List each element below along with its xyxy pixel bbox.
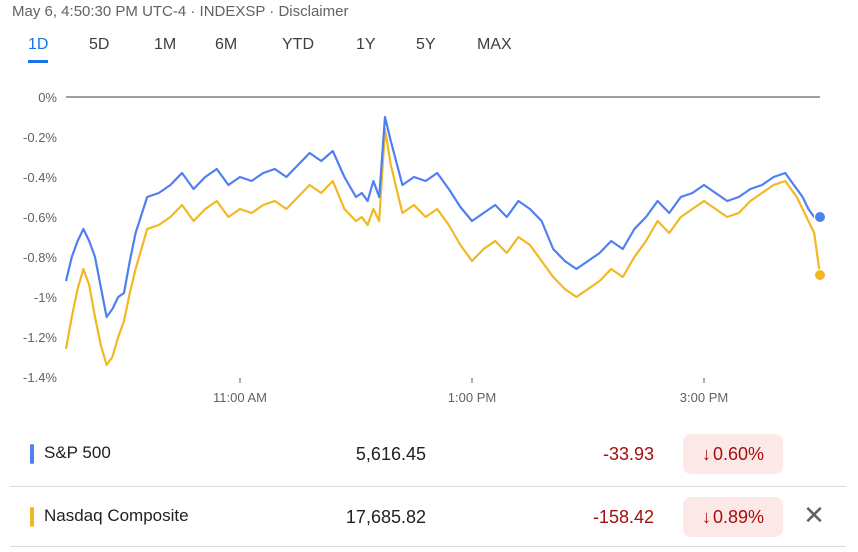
tab-5d[interactable]: 5D	[89, 36, 110, 53]
nasdaq-name: Nasdaq Composite	[44, 506, 189, 525]
y-tick-label: -0.2%	[23, 130, 57, 145]
nasdaq-line	[64, 127, 822, 367]
arrow-down-icon: ↓	[701, 506, 711, 527]
tab-1m[interactable]: 1M	[154, 36, 177, 53]
y-tick-label: 0%	[38, 90, 57, 105]
y-tick-label: -1%	[34, 290, 58, 305]
arrow-down-icon: ↓	[701, 443, 711, 464]
close-icon[interactable]: ✕	[803, 499, 825, 530]
legend-row-nasdaq[interactable]: Nasdaq Composite 17,685.82 -158.42 ↓ 0.8…	[10, 486, 846, 545]
sp500-color-swatch	[30, 444, 34, 464]
tab-1y[interactable]: 1Y	[356, 36, 376, 53]
nasdaq-percent-badge: ↓ 0.89%	[683, 497, 783, 537]
legend-row-sp500[interactable]: S&P 500 5,616.45 -33.93 ↓ 0.60%	[10, 424, 846, 482]
sp500-end-dot	[814, 211, 826, 223]
tab-ytd[interactable]: YTD	[282, 36, 314, 53]
x-tick-label: 11:00 AM	[213, 390, 267, 405]
y-tick-label: -0.6%	[23, 210, 57, 225]
sp500-percent: 0.60%	[712, 443, 765, 464]
y-tick-label: -1.4%	[23, 370, 57, 385]
y-tick-label: -1.2%	[23, 330, 57, 345]
chart-info-line: May 6, 4:50:30 PM UTC-4 · INDEXSP · Disc…	[12, 3, 349, 20]
price-chart[interactable]: 0% -0.2% -0.4% -0.6% -0.8% -1% -1.2% -1.4% 11:00…	[0, 80, 858, 410]
y-tick-label: -0.8%	[23, 250, 57, 265]
sp500-line	[64, 115, 820, 319]
x-tick-label: 1:00 PM	[448, 390, 496, 405]
tab-1d[interactable]: 1D	[28, 36, 49, 63]
tab-5y[interactable]: 5Y	[416, 36, 436, 53]
tab-max[interactable]: MAX	[477, 36, 512, 53]
sp500-percent-badge: ↓ 0.60%	[683, 434, 783, 474]
divider	[10, 546, 846, 547]
y-tick-label: -0.4%	[23, 170, 57, 185]
sp500-change: -33.93	[602, 444, 654, 464]
nasdaq-value: 17,685.82	[345, 507, 426, 527]
nasdaq-color-swatch	[30, 507, 34, 527]
tab-6m[interactable]: 6M	[215, 36, 238, 53]
nasdaq-end-dot	[814, 269, 826, 281]
nasdaq-change: -158.42	[592, 507, 654, 527]
x-tick-label: 3:00 PM	[680, 390, 728, 405]
sp500-value: 5,616.45	[355, 444, 426, 464]
nasdaq-percent: 0.89%	[712, 506, 765, 527]
sp500-name: S&P 500	[44, 443, 111, 462]
